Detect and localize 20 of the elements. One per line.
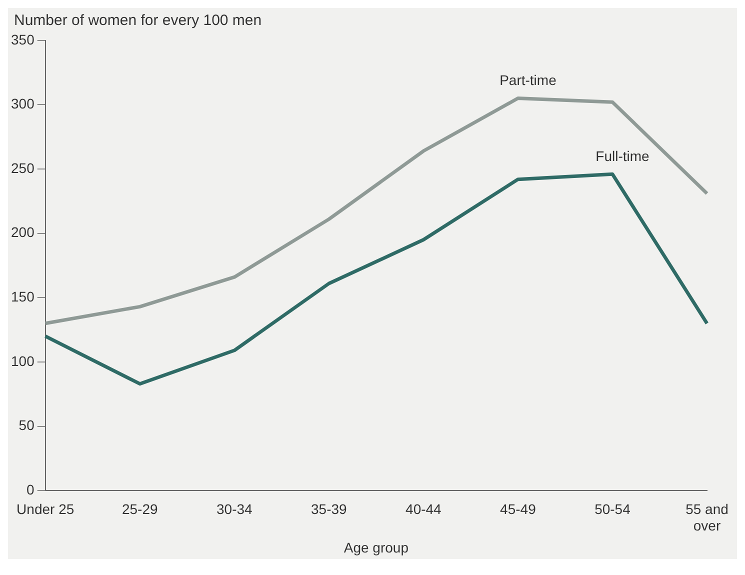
x-tick-label: 40-44 [406, 500, 442, 517]
x-tick-label: 35-39 [311, 500, 348, 517]
x-tick-label: 45-49 [500, 500, 536, 517]
x-tick-label: 30-34 [216, 500, 253, 517]
x-axis-title: Age group [344, 539, 409, 556]
x-tick-label: 50-54 [594, 500, 631, 517]
y-tick-label: 350 [11, 31, 35, 48]
series-label: Full-time [596, 148, 650, 164]
x-tick-label: Under 25 [16, 500, 74, 517]
y-tick-label: 50 [18, 417, 35, 434]
y-tick-label: 100 [11, 352, 35, 369]
x-tick-label: 55 and over [686, 500, 728, 534]
y-axis-title: Number of women for every 100 men [13, 11, 263, 29]
y-tick-label: 200 [11, 224, 35, 240]
y-tick-label: 300 [11, 96, 35, 112]
x-tick-label: 25-29 [122, 500, 158, 517]
y-tick-label: 150 [11, 288, 35, 305]
y-tick-label: 250 [11, 160, 35, 176]
series-label: Part-time [500, 72, 557, 88]
y-tick-label: 0 [26, 481, 35, 498]
